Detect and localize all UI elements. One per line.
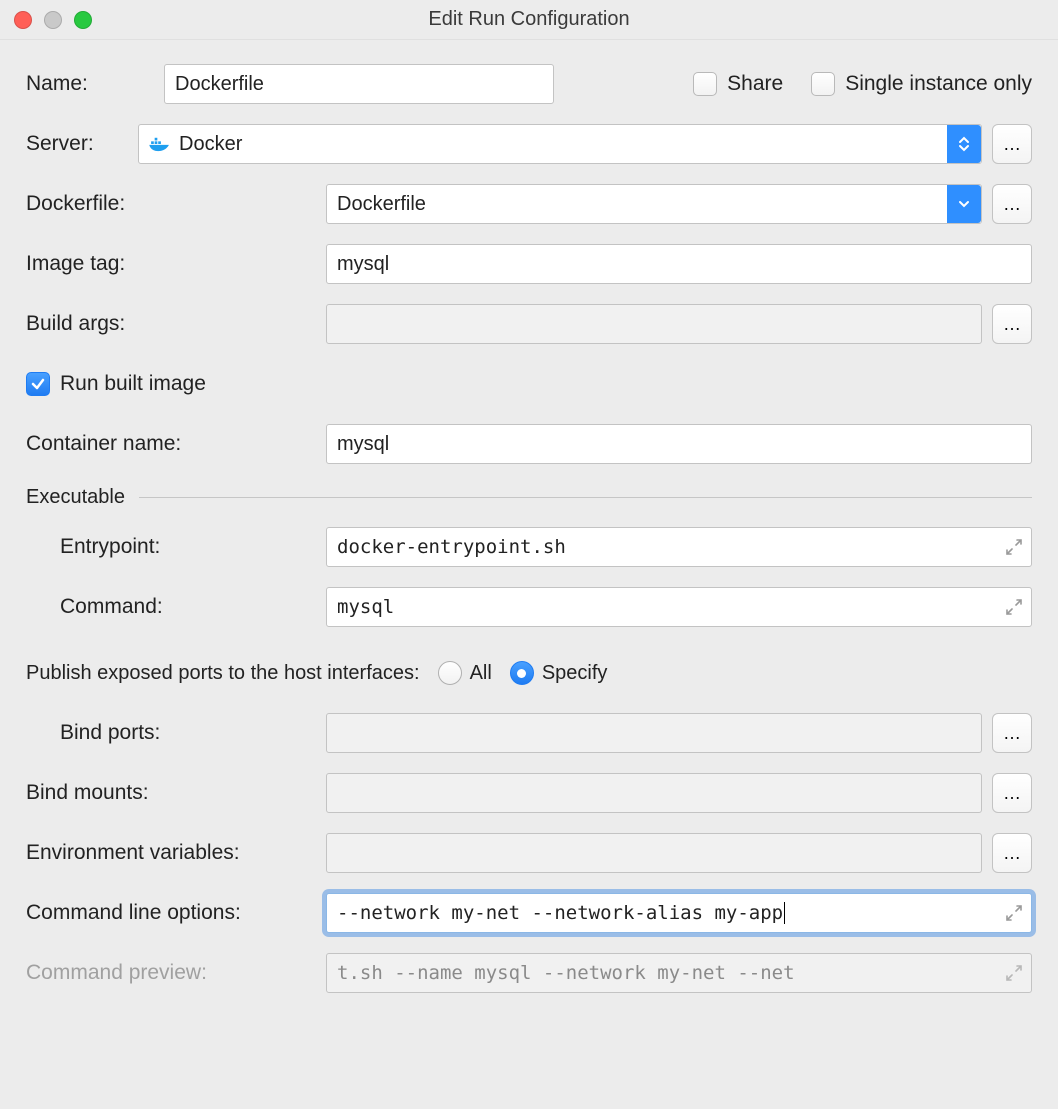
name-input[interactable]: [164, 64, 554, 104]
entrypoint-input[interactable]: docker-entrypoint.sh: [326, 527, 1032, 567]
title-bar: Edit Run Configuration: [0, 0, 1058, 40]
cmd-opts-input[interactable]: --network my-net --network-alias my-app: [326, 893, 1032, 933]
cmd-preview-value: t.sh --name mysql --network my-net --net: [337, 962, 795, 984]
cmd-opts-label: Command line options:: [26, 901, 326, 925]
server-browse-button[interactable]: …: [992, 124, 1032, 164]
name-label: Name:: [26, 72, 138, 96]
text-caret: [784, 902, 785, 924]
publish-all-label: All: [470, 662, 492, 685]
publish-specify-label: Specify: [542, 662, 608, 685]
env-vars-browse-button[interactable]: …: [992, 833, 1032, 873]
bind-mounts-label: Bind mounts:: [26, 781, 326, 805]
single-instance-label: Single instance only: [845, 72, 1032, 96]
cmd-opts-value: --network my-net --network-alias my-app: [337, 902, 783, 924]
command-label: Command:: [26, 595, 326, 619]
docker-icon: [149, 136, 171, 152]
image-tag-label: Image tag:: [26, 252, 326, 276]
run-built-image-label: Run built image: [60, 372, 206, 396]
build-args-input[interactable]: [326, 304, 982, 344]
minimize-window-icon[interactable]: [44, 11, 62, 29]
single-instance-checkbox[interactable]: Single instance only: [811, 72, 1032, 96]
window-controls: [14, 11, 92, 29]
bind-mounts-input[interactable]: [326, 773, 982, 813]
executable-section-label: Executable: [26, 486, 125, 509]
expand-icon: [1005, 598, 1023, 616]
expand-icon: [1005, 538, 1023, 556]
close-window-icon[interactable]: [14, 11, 32, 29]
command-value: mysql: [337, 596, 394, 618]
env-vars-label: Environment variables:: [26, 841, 326, 865]
server-value: Docker: [179, 133, 242, 156]
window-title: Edit Run Configuration: [0, 8, 1058, 31]
expand-icon: [1005, 964, 1023, 982]
build-args-browse-button[interactable]: …: [992, 304, 1032, 344]
bind-ports-browse-button[interactable]: …: [992, 713, 1032, 753]
bind-ports-label: Bind ports:: [26, 721, 326, 745]
zoom-window-icon[interactable]: [74, 11, 92, 29]
dockerfile-value: Dockerfile: [337, 193, 426, 216]
publish-specify-radio[interactable]: Specify: [510, 661, 608, 685]
bind-ports-input[interactable]: [326, 713, 982, 753]
server-select[interactable]: Docker: [138, 124, 982, 164]
publish-all-radio[interactable]: All: [438, 661, 492, 685]
cmd-preview-box: t.sh --name mysql --network my-net --net: [326, 953, 1032, 993]
dockerfile-label: Dockerfile:: [26, 192, 326, 216]
dockerfile-browse-button[interactable]: …: [992, 184, 1032, 224]
publish-ports-label: Publish exposed ports to the host interf…: [26, 662, 420, 685]
dockerfile-select[interactable]: Dockerfile: [326, 184, 982, 224]
share-checkbox[interactable]: Share: [693, 72, 783, 96]
section-divider: [139, 497, 1032, 498]
container-name-input[interactable]: [326, 424, 1032, 464]
share-label: Share: [727, 72, 783, 96]
server-label: Server:: [26, 132, 138, 156]
entrypoint-label: Entrypoint:: [26, 535, 326, 559]
env-vars-input[interactable]: [326, 833, 982, 873]
expand-icon: [1005, 904, 1023, 922]
image-tag-input[interactable]: [326, 244, 1032, 284]
bind-mounts-browse-button[interactable]: …: [992, 773, 1032, 813]
command-input[interactable]: mysql: [326, 587, 1032, 627]
entrypoint-value: docker-entrypoint.sh: [337, 536, 566, 558]
container-name-label: Container name:: [26, 432, 326, 456]
cmd-preview-label: Command preview:: [26, 961, 326, 985]
build-args-label: Build args:: [26, 312, 326, 336]
run-built-image-checkbox[interactable]: Run built image: [26, 372, 206, 396]
